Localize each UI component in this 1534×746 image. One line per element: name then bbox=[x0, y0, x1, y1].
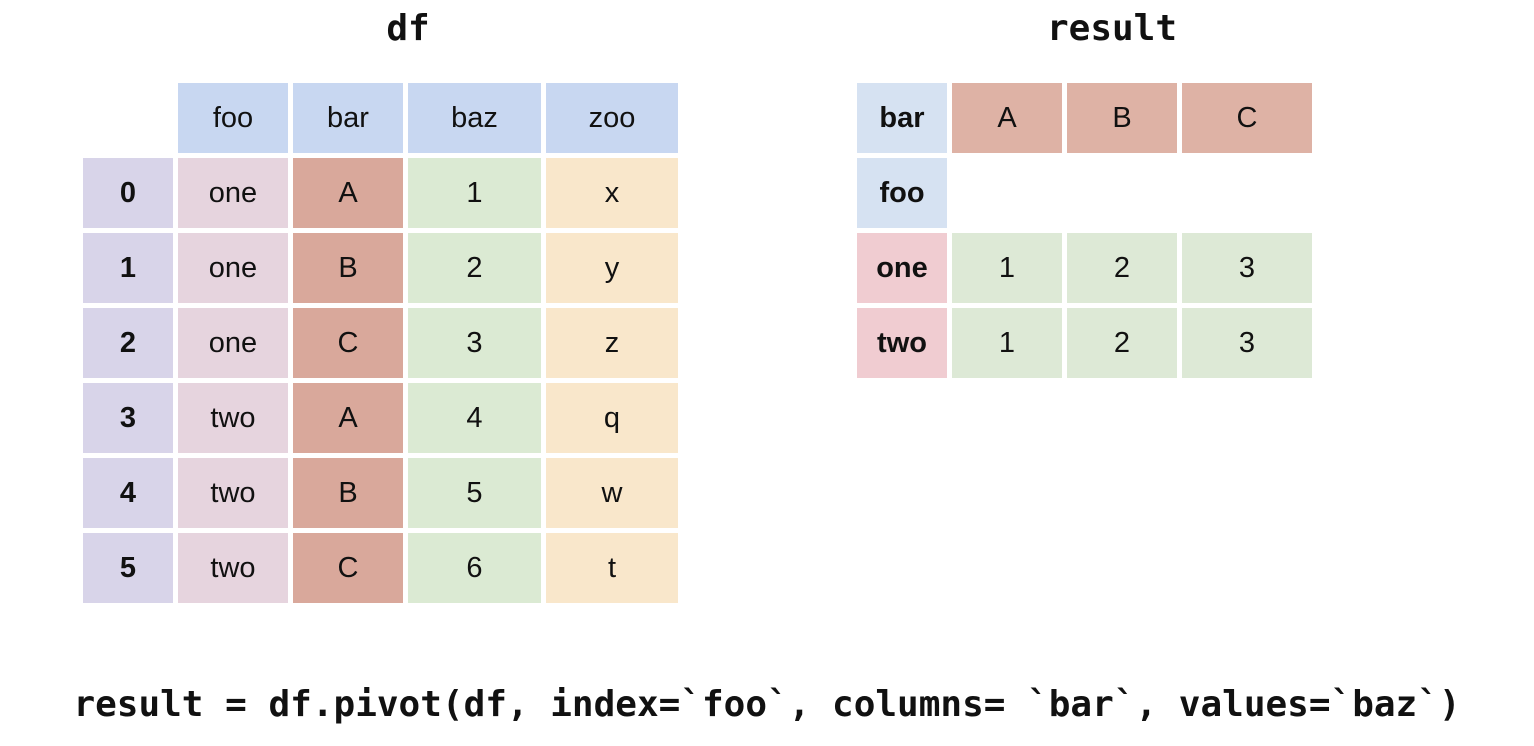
table-row: 5 two C 6 t bbox=[83, 533, 678, 603]
table-cell: 6 bbox=[408, 533, 541, 603]
df-column-header-bar: bar bbox=[293, 83, 403, 153]
table-cell: 1 bbox=[952, 308, 1062, 378]
result-header-row: bar A B C bbox=[857, 83, 1312, 153]
table-cell: one bbox=[178, 158, 288, 228]
table-cell: 1 bbox=[952, 233, 1062, 303]
df-table-title: df bbox=[386, 8, 430, 49]
result-table-title: result bbox=[1046, 8, 1178, 49]
df-table: foo bar baz zoo 0 one A 1 x 1 one B 2 y … bbox=[78, 78, 683, 608]
df-index-cell: 3 bbox=[83, 383, 173, 453]
result-column-header-a: A bbox=[952, 83, 1062, 153]
table-cell: A bbox=[293, 383, 403, 453]
result-index-label-foo: foo bbox=[857, 158, 947, 228]
table-cell: 5 bbox=[408, 458, 541, 528]
table-cell: two bbox=[178, 458, 288, 528]
table-cell: B bbox=[293, 233, 403, 303]
df-header-row: foo bar baz zoo bbox=[83, 83, 678, 153]
result-column-header-b: B bbox=[1067, 83, 1177, 153]
df-index-cell: 2 bbox=[83, 308, 173, 378]
table-cell: 1 bbox=[408, 158, 541, 228]
table-cell: z bbox=[546, 308, 678, 378]
result-row-label: two bbox=[857, 308, 947, 378]
table-cell: x bbox=[546, 158, 678, 228]
df-index-cell: 0 bbox=[83, 158, 173, 228]
table-cell: 3 bbox=[1182, 233, 1312, 303]
table-cell: 2 bbox=[1067, 308, 1177, 378]
df-index-cell: 1 bbox=[83, 233, 173, 303]
result-table: bar A B C foo one 1 2 3 two 1 2 3 bbox=[852, 78, 1317, 383]
table-row: 1 one B 2 y bbox=[83, 233, 678, 303]
table-cell: two bbox=[178, 383, 288, 453]
table-cell: w bbox=[546, 458, 678, 528]
result-row-label: one bbox=[857, 233, 947, 303]
table-row: 4 two B 5 w bbox=[83, 458, 678, 528]
table-row: 2 one C 3 z bbox=[83, 308, 678, 378]
table-row: one 1 2 3 bbox=[857, 233, 1312, 303]
result-corner-label-bar: bar bbox=[857, 83, 947, 153]
df-corner-cell bbox=[83, 83, 173, 153]
table-cell: 2 bbox=[1067, 233, 1177, 303]
table-cell: B bbox=[293, 458, 403, 528]
df-column-header-zoo: zoo bbox=[546, 83, 678, 153]
table-cell: one bbox=[178, 308, 288, 378]
table-cell: 2 bbox=[408, 233, 541, 303]
result-column-header-c: C bbox=[1182, 83, 1312, 153]
table-cell: C bbox=[293, 533, 403, 603]
df-index-cell: 4 bbox=[83, 458, 173, 528]
table-cell: one bbox=[178, 233, 288, 303]
table-cell: 3 bbox=[1182, 308, 1312, 378]
table-cell: 3 bbox=[408, 308, 541, 378]
df-column-header-foo: foo bbox=[178, 83, 288, 153]
table-row: 0 one A 1 x bbox=[83, 158, 678, 228]
table-cell: q bbox=[546, 383, 678, 453]
df-index-cell: 5 bbox=[83, 533, 173, 603]
pivot-code-snippet: result = df.pivot(df, index=`foo`, colum… bbox=[73, 684, 1461, 725]
table-cell: C bbox=[293, 308, 403, 378]
table-cell: A bbox=[293, 158, 403, 228]
df-column-header-baz: baz bbox=[408, 83, 541, 153]
table-cell: two bbox=[178, 533, 288, 603]
table-row: two 1 2 3 bbox=[857, 308, 1312, 378]
table-cell: y bbox=[546, 233, 678, 303]
result-index-label-row: foo bbox=[857, 158, 1312, 228]
table-row: 3 two A 4 q bbox=[83, 383, 678, 453]
table-cell: t bbox=[546, 533, 678, 603]
empty-cell bbox=[952, 158, 1312, 228]
table-cell: 4 bbox=[408, 383, 541, 453]
